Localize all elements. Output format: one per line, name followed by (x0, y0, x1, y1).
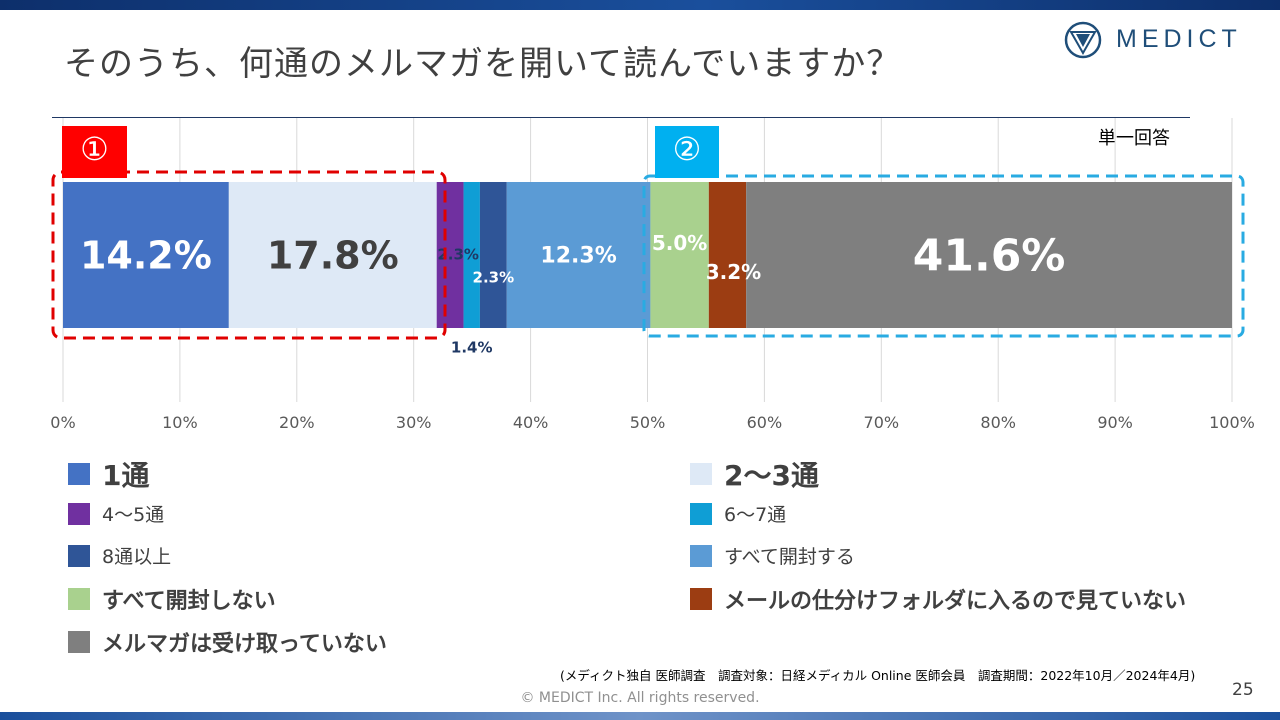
answer-type-label: 単一回答 (1098, 128, 1170, 149)
legend-label: メールの仕分けフォルダに入るので見ていない (724, 589, 1187, 614)
top-accent-band (0, 0, 1280, 10)
x-tick-label: 20% (279, 413, 315, 432)
legend-item: 6～7通 (690, 500, 786, 527)
bar-segment (746, 182, 1232, 328)
data-label: 3.2% (706, 260, 761, 284)
data-labels: 14.2% 17.8% 2.3% 1.4% 2.3% 12.3% 5.0% 3.2% 41.6% (80, 230, 1065, 356)
legend-swatch (68, 463, 90, 485)
x-tick-label: 50% (630, 413, 666, 432)
bar-segment (463, 182, 480, 328)
bar-segment (708, 182, 747, 328)
legend-item: すべて開封する (690, 542, 855, 569)
x-axis-ticks: 0% 10% 20% 30% 40% 50% 60% 70% 80% 90% 100% (50, 413, 1255, 432)
legend-swatch (68, 588, 90, 610)
legend-label: 2～3通 (724, 459, 819, 492)
bar-segment (436, 182, 464, 328)
x-tick-label: 60% (747, 413, 783, 432)
legend-swatch (690, 544, 712, 567)
legend-swatch (690, 502, 712, 525)
legend-label: メルマガは受け取っていない (102, 632, 387, 657)
data-label: 12.3% (540, 244, 616, 269)
x-tick-label: 40% (513, 413, 549, 432)
bar-segment (479, 182, 507, 328)
legend-label: すべて開封する (724, 546, 855, 568)
bar-segment (63, 182, 229, 328)
legend-item: 4～5通 (68, 500, 164, 527)
x-tick-label: 70% (864, 413, 900, 432)
legend-item: 2～3通 (690, 454, 819, 494)
legend-swatch (690, 463, 712, 485)
legend-swatch (68, 544, 90, 567)
data-label: 41.6% (913, 230, 1066, 281)
legend-swatch (690, 588, 712, 610)
legend-swatch (68, 502, 90, 525)
x-tick-label: 30% (396, 413, 432, 432)
data-label: 1.4% (451, 338, 493, 356)
copyright-notice: © MEDICT Inc. All rights reserved. (520, 690, 760, 706)
group-1-highlight-box (51, 170, 447, 340)
bar-segment (650, 182, 709, 328)
data-label: 2.3% (437, 245, 479, 263)
group-2-highlight-box (642, 174, 1245, 338)
legend-label: 1通 (102, 459, 150, 492)
data-label: 14.2% (80, 233, 212, 277)
legend-item: 1通 (68, 454, 149, 494)
legend-swatch (68, 631, 90, 653)
medict-logo-icon (1064, 21, 1102, 59)
x-tick-label: 10% (162, 413, 198, 432)
slide-title: そのうち、何通のメルマガを開いて読んでいますか？ (64, 44, 902, 84)
logo-wordmark: MEDICT (1116, 25, 1242, 53)
page-number: 25 (1232, 680, 1254, 700)
legend-label: すべて開封しない (102, 589, 276, 614)
survey-source-note: (メディクト独自 医師調査 調査対象：日経メディカル Online 医師会員 調… (560, 668, 1196, 683)
group-2-badge: ② (655, 126, 719, 178)
x-tick-label: 100% (1209, 413, 1255, 432)
bar-segment (228, 182, 437, 328)
medict-logo: MEDICT (1062, 20, 1272, 60)
x-tick-label: 90% (1097, 413, 1133, 432)
data-label: 17.8% (267, 233, 399, 277)
legend-item: すべて開封しない (68, 583, 276, 615)
data-label: 2.3% (473, 268, 515, 286)
stacked-bar-chart: 0% 10% 20% 30% 40% 50% 60% 70% 80% 90% 100% 14.2% 1… (50, 118, 1255, 432)
legend-label: 8通以上 (102, 546, 172, 568)
group-highlight-boxes (51, 170, 1245, 340)
title-divider (52, 117, 1190, 118)
data-label: 5.0% (652, 231, 707, 255)
x-tick-label: 80% (980, 413, 1016, 432)
bottom-accent-band (0, 712, 1280, 720)
bar-segment (506, 182, 651, 328)
bar-segments (63, 182, 1232, 328)
legend-label: 4～5通 (102, 504, 165, 526)
legend-item: メールの仕分けフォルダに入るので見ていない (690, 583, 1186, 615)
legend-label: 6～7通 (724, 504, 787, 526)
group-1-badge: ① (62, 126, 127, 178)
legend-item: メルマガは受け取っていない (68, 626, 387, 658)
legend-item: 8通以上 (68, 542, 171, 569)
x-tick-label: 0% (50, 413, 75, 432)
